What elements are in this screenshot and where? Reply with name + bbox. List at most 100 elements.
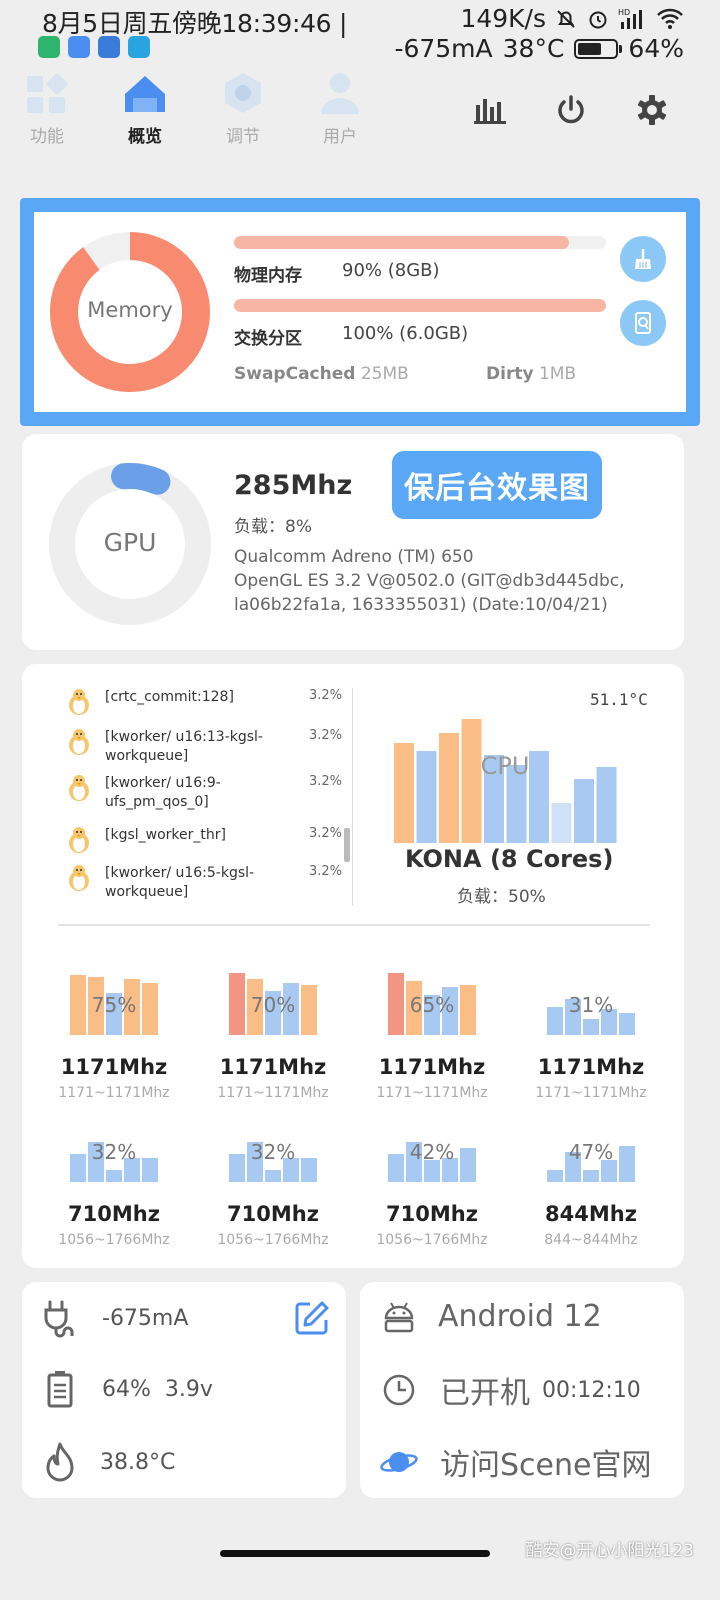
core-bar: [301, 1158, 317, 1182]
uptime-row: 已开机 00:12:10: [382, 1368, 641, 1412]
dirty-value: 1MB: [538, 364, 577, 384]
tab-label: 功能: [30, 127, 64, 147]
chart-icon: [474, 99, 506, 124]
power-temperature-row: 38.8°C: [42, 1442, 175, 1482]
core-frequency-range: 1171~1171Mhz: [376, 1085, 488, 1101]
power-icon: [558, 95, 584, 124]
cpu-temperature: 51.1°C: [590, 690, 648, 709]
core-load: 31%: [568, 993, 614, 1017]
core-bar: [88, 977, 104, 1035]
keep-background-button[interactable]: 保后台效果图: [392, 451, 602, 519]
signal-icon: HD: [618, 8, 642, 29]
core-frequency: 1171Mhz: [378, 1055, 486, 1079]
user-icon: [317, 70, 363, 116]
cpu-bar: [439, 733, 459, 843]
gpu-ring-label: GPU: [103, 528, 157, 557]
android-icon: [384, 1302, 414, 1333]
status-datetime: 8月5日周五傍晚18:39:46 |: [42, 9, 348, 38]
cpu-bar: [529, 751, 549, 843]
visit-website-link[interactable]: 访问Scene官网: [380, 1440, 651, 1484]
core-bar: [88, 1142, 104, 1182]
tab-tuning[interactable]: 调节: [208, 70, 278, 147]
tab-functions[interactable]: 功能: [12, 70, 82, 147]
website-label: 访问Scene官网: [440, 1448, 652, 1483]
core-frequency: 710Mhz: [386, 1202, 478, 1226]
memory-ring-arc: [50, 232, 210, 392]
core-frequency-range: 1056~1766Mhz: [217, 1232, 329, 1248]
core-bar: [142, 983, 158, 1035]
core-frequency: 844Mhz: [545, 1202, 637, 1226]
edit-icon: [295, 1301, 329, 1335]
core-bar: [124, 979, 140, 1035]
core-bar: [106, 993, 122, 1035]
stats-button[interactable]: [470, 90, 510, 130]
cpu-core: 42% 710Mhz 1056~1766Mhz: [362, 1110, 502, 1250]
cpu-bar: [394, 743, 414, 843]
power-battery: 64%: [102, 1376, 151, 1402]
power-card: [22, 1282, 346, 1498]
core-bars: [547, 1146, 635, 1182]
process-cpu-percent: 3.2%: [308, 728, 342, 743]
power-voltage: 3.9v: [164, 1376, 213, 1402]
memory-card[interactable]: Memory 物理内存 90% (8GB) 交换分区 100% (6.0GB) …: [34, 212, 686, 412]
core-frequency-range: 1171~1171Mhz: [58, 1085, 170, 1101]
process-name: [kgsl_worker_thr]: [105, 827, 226, 843]
alarm-icon: [589, 11, 607, 28]
cpu-core: 75% 1171Mhz 1171~1171Mhz: [44, 963, 184, 1103]
core-bars: [70, 1142, 158, 1182]
core-frequency: 1171Mhz: [219, 1055, 327, 1079]
core-bar: [460, 1148, 476, 1182]
swap-settings-button[interactable]: [620, 300, 666, 346]
linux-penguin-icon: [69, 729, 89, 755]
settings-button[interactable]: [632, 90, 672, 130]
process-row[interactable]: [kgsl_worker_thr] 3.2%: [66, 826, 342, 866]
status-right-top: 149K/s HD: [460, 4, 684, 33]
android-version-row: Android 12: [382, 1298, 602, 1334]
core-bar: [619, 1013, 635, 1035]
gpu-model: Qualcomm Adreno (TM) 650: [234, 547, 474, 567]
physical-memory-value: 90% (8GB): [342, 260, 440, 281]
core-bar: [424, 1160, 440, 1182]
core-bar: [619, 1146, 635, 1182]
tab-user[interactable]: 用户: [305, 70, 375, 147]
core-bar: [583, 1170, 599, 1182]
clock-icon: [383, 1374, 415, 1406]
tab-overview[interactable]: 概览: [110, 70, 180, 147]
core-bar: [547, 1170, 563, 1182]
memory-ring: [50, 232, 210, 392]
process-list-scrollbar[interactable]: [344, 828, 350, 862]
linux-penguin-icon: [69, 827, 89, 853]
cpu-bar: [461, 719, 482, 843]
physical-memory-bar-fill: [234, 236, 569, 249]
process-row[interactable]: [crtc_commit:128] 3.2%: [66, 688, 342, 728]
process-row[interactable]: [kworker/ u16:9-ufs_pm_qos_0] 3.2%: [66, 774, 342, 814]
core-frequency-range: 844~844Mhz: [544, 1232, 638, 1248]
dirty-label: Dirty: [486, 364, 534, 384]
hexagon-icon: [220, 70, 266, 116]
core-bar: [142, 1158, 158, 1182]
home-indicator[interactable]: [220, 1550, 490, 1557]
gpu-info: Qualcomm Adreno (TM) 650 OpenGL ES 3.2 V…: [234, 545, 654, 617]
cpu-core: 31% 1171Mhz 1171~1171Mhz: [521, 963, 661, 1103]
cpu-name: KONA (8 Cores): [405, 845, 614, 873]
process-cpu-percent: 3.2%: [308, 864, 342, 879]
power-button[interactable]: [551, 90, 591, 130]
process-row[interactable]: [kworker/ u16:5-kgsl-workqueue] 3.2%: [66, 864, 342, 904]
edit-button[interactable]: [294, 1300, 330, 1340]
core-bar: [283, 983, 299, 1035]
process-row[interactable]: [kworker/ u16:13-kgsl-workqueue] 3.2%: [66, 728, 342, 768]
battery-icon: [574, 38, 623, 59]
cpu-core: 70% 1171Mhz 1171~1171Mhz: [203, 963, 343, 1103]
core-bar: [601, 1160, 617, 1182]
core-bar: [442, 987, 458, 1035]
core-bar: [124, 1158, 140, 1182]
power-current: -675mA: [102, 1305, 189, 1331]
cpu-bar: [596, 767, 617, 843]
cpu-core: 47% 844Mhz 844~844Mhz: [521, 1110, 661, 1250]
clean-memory-button[interactable]: [620, 236, 666, 282]
core-frequency: 710Mhz: [227, 1202, 319, 1226]
swap-value: 100% (6.0GB): [342, 323, 469, 344]
notification-icons: [38, 36, 150, 58]
cpu-bar: [574, 779, 594, 843]
status-current: -675mA: [394, 34, 493, 63]
